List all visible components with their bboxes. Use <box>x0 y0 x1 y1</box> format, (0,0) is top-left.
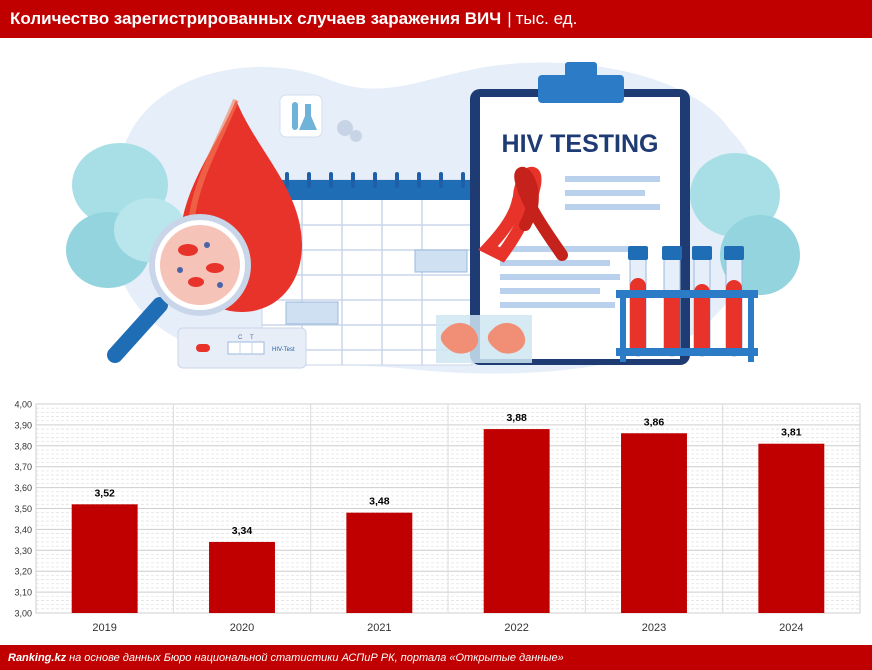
test-tubes-rack <box>616 246 758 362</box>
chart-gridlines <box>35 403 861 614</box>
bar-2019 <box>71 504 138 613</box>
test-strip-mark-t: T <box>250 335 254 341</box>
x-tick-label: 2022 <box>504 622 528 634</box>
y-tick-label: 3,70 <box>14 462 32 472</box>
x-tick-label: 2020 <box>230 622 254 634</box>
y-tick-label: 3,40 <box>14 525 32 535</box>
source-site: Ranking.kz <box>8 651 67 664</box>
source-text: на основе данных Бюро национальной стати… <box>69 651 564 664</box>
x-tick-label: 2019 <box>92 622 116 634</box>
data-label: 3,48 <box>369 496 390 508</box>
magnifier-icon <box>107 214 251 363</box>
x-tick-label: 2023 <box>642 622 666 634</box>
leaves-left <box>66 143 186 288</box>
y-tick-label: 4,00 <box>14 400 32 410</box>
x-tick-label: 2024 <box>779 622 803 634</box>
data-label: 3,86 <box>644 416 665 428</box>
test-strip-mark-c: C <box>238 335 243 341</box>
test-strip-label: HIV-Test <box>272 347 295 353</box>
y-tick-label: 3,10 <box>14 588 32 598</box>
chart-title: Количество зарегистрированных случаев за… <box>10 9 502 28</box>
data-label: 3,81 <box>781 427 802 439</box>
data-label: 3,34 <box>232 525 253 537</box>
hiv-test-strip: C T HIV-Test <box>177 327 307 369</box>
source-footer: Ranking.kz на основе данных Бюро национа… <box>0 645 872 670</box>
bar-2021 <box>346 512 413 613</box>
data-label: 3,88 <box>506 412 527 424</box>
y-tick-label: 3,80 <box>14 441 32 451</box>
y-tick-label: 3,00 <box>14 609 32 619</box>
x-tick-label: 2021 <box>367 622 391 634</box>
title-bar: Количество зарегистрированных случаев за… <box>0 0 872 38</box>
y-tick-label: 3,30 <box>14 546 32 556</box>
y-tick-label: 3,90 <box>14 420 32 430</box>
clipboard-heading: HIV TESTING <box>502 130 659 158</box>
chart-labels: 3,00 3,10 3,20 3,30 3,40 3,50 3,60 3,70 3,80 3,90… <box>14 400 803 635</box>
y-tick-label: 3,50 <box>14 504 32 514</box>
bar-2020 <box>209 541 275 613</box>
sample-slides <box>436 315 532 363</box>
hiv-testing-illustration: C T HIV-Test HIV TESTING <box>66 62 800 374</box>
data-label: 3,52 <box>94 487 115 499</box>
y-tick-label: 3,20 <box>14 567 32 577</box>
title-separator: | <box>507 9 512 28</box>
bar-chart: 3,00 3,10 3,20 3,30 3,40 3,50 3,60 3,70 3,80 3,90… <box>14 400 861 635</box>
flask-icon <box>279 94 323 138</box>
chart-bars <box>71 429 825 613</box>
pills-icon <box>337 120 362 142</box>
chart-unit: тыс. ед. <box>515 9 578 28</box>
bar-2023 <box>621 433 687 613</box>
y-tick-label: 3,60 <box>14 483 32 493</box>
red-ribbon-icon <box>478 166 568 263</box>
bar-2024 <box>758 443 825 613</box>
bar-2022 <box>483 429 550 613</box>
